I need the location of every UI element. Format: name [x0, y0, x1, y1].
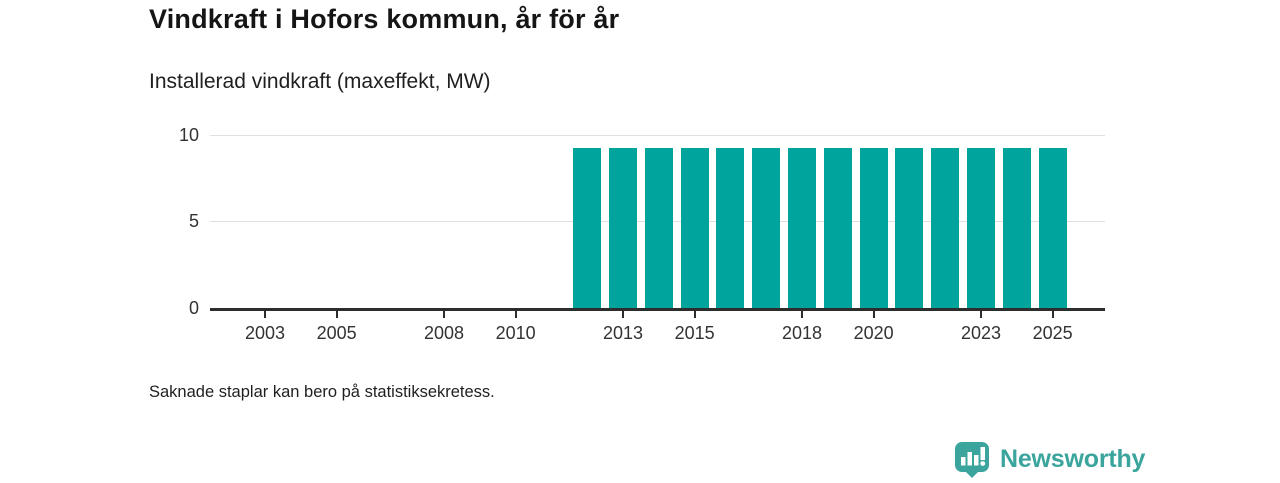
x-tick-label-2013: 2013 — [602, 323, 644, 343]
x-tick-2020 — [872, 308, 875, 318]
bar-chart-speech-bubble-icon — [953, 440, 991, 478]
x-tick-label-2015: 2015 — [674, 323, 715, 343]
brand-name: Newsworthy — [1000, 444, 1146, 473]
x-tick-label-2023: 2023 — [960, 323, 1002, 343]
x-tick-label-2005: 2005 — [316, 323, 357, 343]
bar-2024 — [1002, 148, 1031, 308]
bar-2020 — [859, 148, 888, 308]
x-tick-label-2025: 2025 — [1032, 323, 1073, 343]
x-tick-label-2018: 2018 — [781, 323, 823, 343]
x-tick-label-2010: 2010 — [495, 323, 536, 343]
bar-2019 — [823, 148, 852, 308]
bar-2025 — [1038, 148, 1067, 308]
x-tick-2008 — [443, 308, 445, 318]
y-tick-label-0: 0 — [188, 298, 199, 318]
bar-2023 — [967, 148, 995, 308]
x-tick-2018 — [801, 308, 803, 318]
x-tick-2010 — [514, 308, 517, 318]
newsworthy-logo[interactable]: Newsworthy — [953, 440, 1145, 478]
bar-2017 — [752, 148, 781, 308]
x-tick-label-2020: 2020 — [853, 323, 894, 343]
bar-2018 — [788, 148, 816, 308]
x-tick-2005 — [335, 308, 338, 318]
x-tick-2013 — [622, 308, 624, 318]
x-tick-2003 — [264, 308, 266, 318]
bar-2022 — [931, 148, 960, 308]
bar-2014 — [644, 148, 673, 308]
bar-2013 — [609, 148, 637, 308]
x-tick-label-2003: 2003 — [244, 323, 286, 343]
bar-2021 — [895, 148, 924, 308]
x-tick-2025 — [1051, 308, 1054, 318]
x-tick-label-2008: 2008 — [423, 323, 465, 343]
chart-title: Vindkraft i Hofors kommun, år för år — [149, 4, 620, 34]
y-tick-label-5: 5 — [188, 211, 199, 232]
x-axis-line — [210, 308, 1105, 311]
x-tick-2023 — [980, 308, 982, 318]
bar-2015 — [680, 148, 709, 308]
bar-2012 — [573, 148, 602, 308]
footer-note: Saknade staplar kan bero på statistiksek… — [149, 383, 495, 401]
bar-2016 — [716, 148, 745, 308]
y-tick-label-10: 10 — [178, 124, 199, 145]
x-tick-2015 — [693, 308, 696, 318]
gridline-10 — [210, 134, 1105, 136]
chart-subtitle: Installerad vindkraft (maxeffekt, MW) — [149, 70, 491, 93]
